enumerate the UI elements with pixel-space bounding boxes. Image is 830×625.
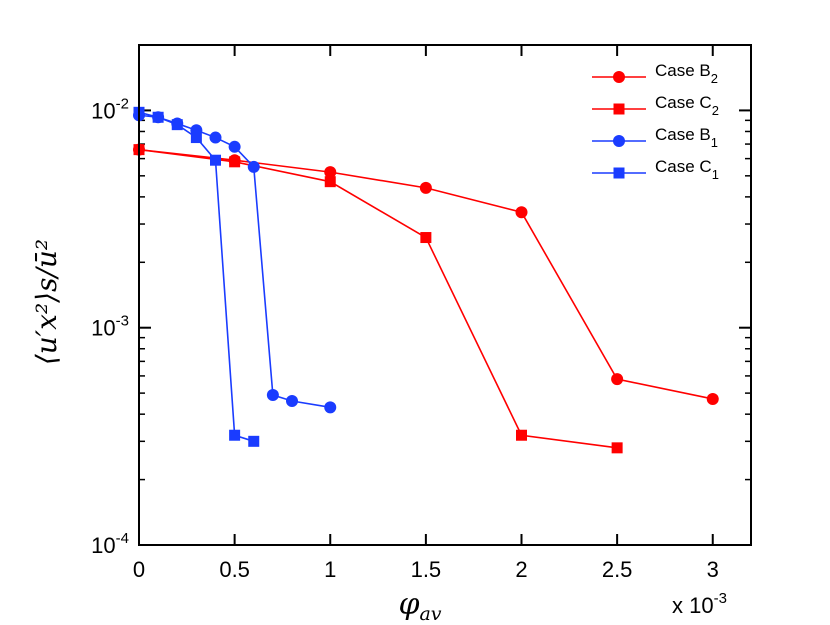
legend-marker bbox=[613, 103, 625, 115]
data-point bbox=[210, 154, 221, 166]
data-point bbox=[706, 392, 719, 405]
x-axis-multiplier: x 10-3 bbox=[672, 590, 727, 618]
legend-entry: Case C2 bbox=[592, 93, 719, 118]
data-point bbox=[171, 119, 183, 131]
data-point bbox=[228, 140, 241, 153]
data-point bbox=[420, 232, 432, 244]
legend-label: Case C1 bbox=[655, 157, 719, 182]
data-point bbox=[324, 176, 336, 188]
legend-entry: Case B2 bbox=[592, 61, 718, 86]
x-tick-label: 2.5 bbox=[602, 557, 633, 582]
data-point bbox=[266, 389, 279, 402]
series-case-c-1 bbox=[133, 106, 260, 447]
x-tick-label: 0.5 bbox=[219, 557, 250, 582]
data-point bbox=[229, 156, 241, 168]
legend-label: Case B2 bbox=[655, 61, 718, 86]
data-point bbox=[419, 181, 432, 194]
y-tick-label: 10-2 bbox=[91, 95, 129, 123]
x-tick-label: 2 bbox=[515, 557, 527, 582]
y-axis-label: ⟨u′x²⟩s/ū² bbox=[30, 239, 63, 365]
data-point bbox=[152, 111, 164, 123]
data-point bbox=[611, 373, 624, 386]
data-point bbox=[209, 131, 222, 144]
legend: Case B2 Case C2 Case B1 Case C1 bbox=[592, 61, 719, 182]
data-point bbox=[286, 394, 298, 407]
series-line bbox=[138, 148, 618, 449]
series-case-c-2 bbox=[133, 144, 623, 454]
data-point bbox=[247, 160, 260, 173]
data-point bbox=[515, 206, 528, 219]
legend-label: Case B1 bbox=[655, 125, 718, 150]
x-tick-label: 1.5 bbox=[411, 557, 442, 582]
legend-marker bbox=[613, 71, 625, 83]
data-point bbox=[324, 166, 337, 179]
plot-series bbox=[133, 106, 719, 454]
x-axis-label: φav bbox=[398, 587, 441, 625]
data-point bbox=[190, 132, 202, 144]
data-point bbox=[611, 442, 623, 454]
x-tick-label: 1 bbox=[324, 557, 336, 582]
x-axis-label-subscript: av bbox=[419, 603, 441, 625]
y-tick-label: 10-3 bbox=[91, 313, 129, 341]
x-tick-label: 3 bbox=[707, 557, 719, 582]
series-case-b-2 bbox=[133, 143, 719, 405]
legend-entry: Case B1 bbox=[592, 125, 718, 150]
axis-tick-labels: 0 0.5 1 1.5 2 2.5 3 10-4 10-3 10-2 bbox=[91, 95, 719, 582]
plot-frame bbox=[138, 44, 752, 546]
data-point bbox=[324, 401, 337, 414]
legend-marker bbox=[613, 167, 625, 179]
x-tick-label: 0 bbox=[133, 557, 145, 582]
legend-entry: Case C1 bbox=[592, 157, 719, 182]
data-point bbox=[516, 429, 527, 441]
data-point bbox=[248, 435, 260, 447]
data-point bbox=[229, 429, 241, 441]
y-tick-label: 10-4 bbox=[91, 530, 129, 558]
axes-ticks bbox=[138, 44, 751, 546]
legend-marker bbox=[613, 135, 625, 147]
legend-label: Case C2 bbox=[655, 93, 719, 118]
x-axis-multiplier-exponent: -3 bbox=[714, 590, 727, 607]
